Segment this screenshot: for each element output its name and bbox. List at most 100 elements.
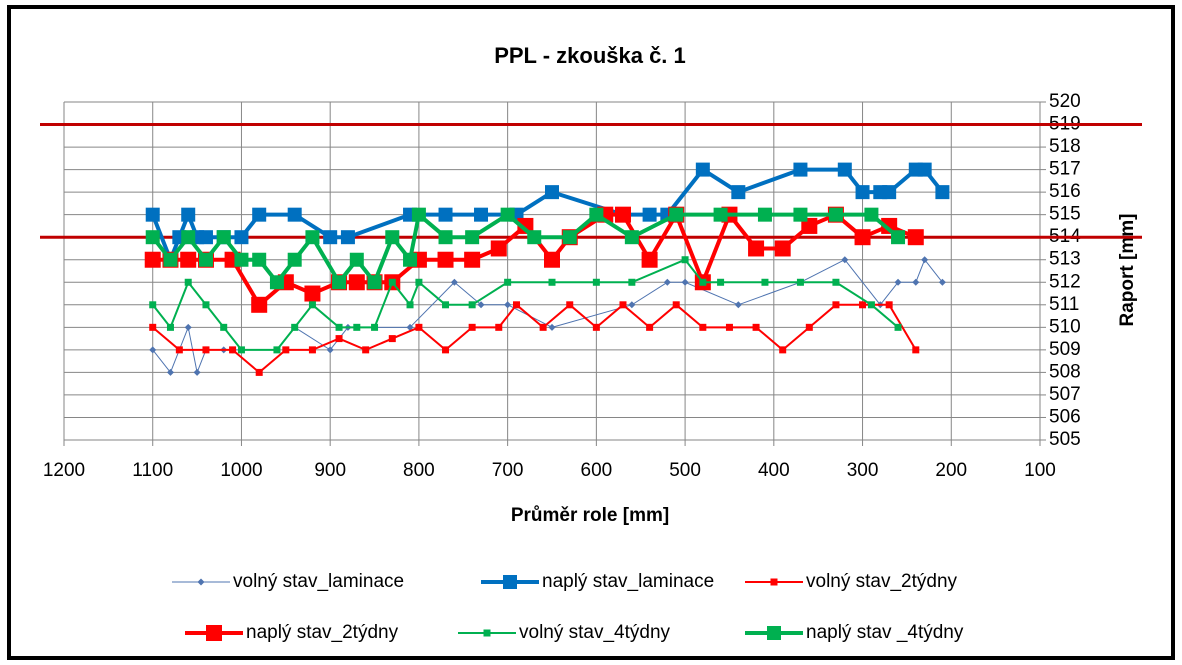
marker: [291, 323, 299, 331]
marker: [145, 230, 160, 245]
marker: [282, 346, 290, 354]
marker: [669, 207, 684, 222]
y-tick-label: 509: [1049, 339, 1081, 360]
marker: [513, 301, 521, 309]
marker: [269, 275, 284, 290]
marker: [323, 230, 338, 245]
marker: [304, 285, 321, 302]
marker: [335, 335, 343, 343]
marker: [828, 207, 843, 222]
marker: [912, 278, 920, 286]
marker: [935, 185, 950, 200]
x-tick-label: 100: [1024, 460, 1056, 481]
marker: [371, 323, 379, 331]
marker: [438, 230, 453, 245]
marker: [699, 278, 707, 286]
marker: [385, 230, 400, 245]
marker: [184, 278, 192, 286]
marker: [734, 301, 742, 309]
marker: [216, 230, 231, 245]
marker: [545, 185, 559, 200]
marker: [796, 278, 804, 286]
marker: [403, 252, 418, 267]
marker: [748, 240, 765, 257]
marker: [699, 323, 707, 331]
marker: [544, 251, 560, 268]
marker: [500, 207, 515, 222]
marker: [713, 207, 728, 222]
legend-marker: [206, 625, 222, 641]
marker: [252, 252, 267, 267]
marker: [166, 323, 174, 331]
marker: [388, 335, 396, 343]
marker: [832, 278, 840, 286]
legend-marker: [770, 578, 778, 586]
marker: [308, 301, 316, 309]
marker: [348, 274, 365, 291]
marker: [308, 346, 316, 354]
legend-label: volný stav_2týdny: [806, 571, 958, 592]
marker: [562, 230, 577, 245]
marker: [220, 323, 228, 331]
marker: [881, 217, 898, 234]
marker: [938, 278, 946, 286]
y-tick-label: 506: [1049, 406, 1081, 427]
marker: [149, 301, 157, 309]
x-tick-label: 500: [669, 460, 701, 481]
y-tick-label: 518: [1049, 136, 1081, 157]
marker: [145, 207, 160, 222]
marker: [388, 278, 396, 286]
marker: [237, 346, 245, 354]
marker: [566, 301, 574, 309]
legend-label: volný stav_4týdny: [519, 622, 671, 643]
legend-label: naplý stav_laminace: [542, 571, 714, 592]
marker: [539, 323, 547, 331]
marker: [442, 301, 450, 309]
marker: [761, 278, 769, 286]
marker: [912, 346, 920, 354]
marker: [181, 230, 196, 245]
marker: [149, 346, 157, 354]
marker: [252, 207, 267, 222]
marker: [340, 230, 355, 245]
marker: [468, 301, 476, 309]
marker: [624, 230, 639, 245]
marker: [193, 368, 201, 376]
x-tick-label: 700: [492, 460, 524, 481]
marker: [717, 278, 725, 286]
marker: [415, 323, 423, 331]
marker: [163, 252, 178, 267]
marker: [527, 230, 542, 245]
y-tick-label: 520: [1049, 91, 1081, 112]
marker: [695, 162, 710, 177]
x-tick-label: 600: [581, 460, 613, 481]
marker: [854, 229, 871, 246]
marker: [234, 252, 249, 267]
chart-title: PPL - zkouška č. 1: [494, 43, 686, 68]
x-tick-label: 300: [847, 460, 879, 481]
marker: [287, 207, 302, 222]
marker: [255, 368, 263, 376]
x-tick-label: 1000: [220, 460, 262, 481]
marker: [592, 323, 600, 331]
marker: [628, 301, 636, 309]
marker: [859, 301, 867, 309]
marker: [921, 256, 929, 264]
x-tick-label: 200: [935, 460, 967, 481]
marker: [149, 323, 157, 331]
marker: [642, 207, 657, 222]
marker: [504, 278, 512, 286]
marker: [175, 346, 183, 354]
x-axis-label: Průměr role [mm]: [511, 505, 669, 526]
y-tick-label: 510: [1049, 316, 1081, 337]
marker: [646, 323, 654, 331]
marker: [614, 206, 631, 223]
marker: [287, 252, 302, 267]
marker: [917, 162, 932, 177]
marker: [305, 230, 320, 245]
marker: [731, 185, 746, 200]
marker: [894, 323, 902, 331]
y-tick-label: 508: [1049, 361, 1081, 382]
marker: [752, 323, 760, 331]
